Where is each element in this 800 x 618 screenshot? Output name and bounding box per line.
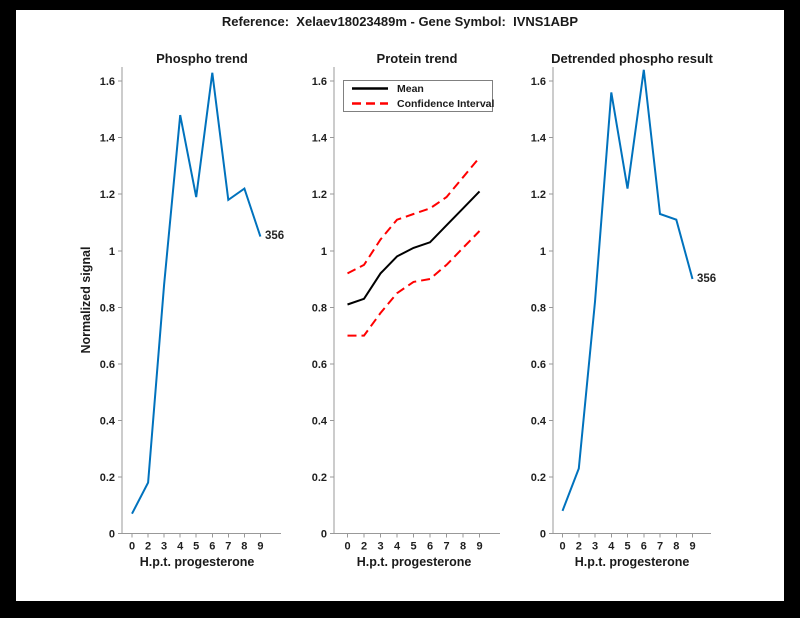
legend-row-confidence-interval: Confidence Interval [344,96,495,111]
subplot1-y-tick-label: 1.4 [100,133,116,145]
subplot2-x-tick-label: 9 [476,541,482,553]
subplot1-x-tick-label: 7 [225,541,231,553]
subplot2-x-tick-label: 3 [377,541,383,553]
subplot1-y-tick-label: 1.2 [100,189,115,201]
legend-label-confidence-interval: Confidence Interval [397,97,495,110]
figure-suptitle: Reference: Xelaev18023489m - Gene Symbol… [221,14,579,29]
subplot2-xlabel: H.p.t. progesterone [356,555,472,569]
subplot3-title: Detrended phospho result [551,51,713,66]
subplot3-x-tick-label: 8 [673,541,679,553]
subplot3-y-tick-label: 0.6 [531,359,546,371]
subplot2-confidence-upper-line [347,156,481,275]
subplot2-x-tick-label: 2 [361,541,367,553]
subplot3-y-tick-label: 1.4 [531,133,547,145]
subplot1-end-value-label: 356 [265,230,285,242]
subplot2-x-tick-label: 7 [443,541,449,553]
subplot2-x-tick-label: 0 [344,541,350,553]
subplot2-y-tick-label: 1 [321,246,327,258]
subplot2-y-tick-label: 1.6 [312,76,327,88]
subplot2-y-tick-label: 0.8 [312,302,327,314]
subplot1-y-tick-label: 0.2 [100,472,115,484]
subplot1-x-tick-label: 0 [129,541,135,553]
subplot1-xlabel: H.p.t. progesterone [139,555,255,569]
subplot1-y-tick-label: 0 [109,529,115,541]
subplot2-y-tick-label: 1.4 [312,133,328,145]
subplot1-x-tick-label: 4 [177,541,184,553]
subplot1-x-tick-label: 5 [193,541,199,553]
subplot3-x-tick-label: 3 [592,541,598,553]
subplot2-x-tick-label: 4 [394,541,401,553]
subplot1-x-tick-label: 8 [241,541,247,553]
subplot3-y-tick-label: 0.2 [531,472,546,484]
subplot3-end-value-label: 356 [697,273,717,285]
subplot2-title: Protein trend [376,51,458,66]
subplot1-y-tick-label: 0.6 [100,359,115,371]
subplot3-xlabel: H.p.t. progesterone [574,555,690,569]
subplot3-y-tick-label: 1.6 [531,76,546,88]
legend-row-mean: Mean [344,81,492,96]
subplot3-x-tick-label: 6 [641,541,647,553]
subplot3-y-tick-label: 0 [540,529,546,541]
legend-label-mean: Mean [397,82,424,95]
subplot1-phospho-signal-line [131,72,262,515]
subplot3-x-tick-label: 2 [576,541,582,553]
subplot3-x-tick-label: 9 [689,541,695,553]
subplot1-x-tick-label: 6 [209,541,215,553]
subplot1-y-tick-label: 1 [109,246,115,258]
subplot3-x-tick-label: 7 [657,541,663,553]
subplot3-y-tick-label: 1 [540,246,546,258]
subplot2-mean-line [347,190,481,306]
subplot1-y-tick-label: 0.4 [100,415,116,427]
mean-line-sample-icon [352,87,388,90]
subplot1-x-tick-label: 2 [145,541,151,553]
subplot3-x-tick-label: 4 [608,541,615,553]
subplot1-y-tick-label: 0.8 [100,302,115,314]
confidence-interval-line-sample-icon [352,102,388,105]
subplot3-x-tick-label: 0 [559,541,565,553]
subplot1-x-tick-label: 3 [161,541,167,553]
subplot3-x-tick-label: 5 [624,541,630,553]
subplot1-x-tick-label: 9 [257,541,263,553]
subplot3-detrended-phospho-signal-line [561,69,694,512]
subplot2-x-tick-label: 6 [427,541,433,553]
subplot2-x-tick-label: 8 [460,541,466,553]
subplot2-y-tick-label: 0.6 [312,359,327,371]
subplot2-x-tick-label: 5 [410,541,416,553]
subplot2-y-tick-label: 1.2 [312,189,327,201]
subplot2-legend: Mean Confidence Interval [343,80,495,112]
subplot3-y-tick-label: 0.8 [531,302,546,314]
subplot3-y-tick-label: 0.4 [531,415,547,427]
subplot3-y-tick-label: 1.2 [531,189,546,201]
subplot2-y-tick-label: 0.2 [312,472,327,484]
subplot2-y-tick-label: 0 [321,529,327,541]
subplot2-y-tick-label: 0.4 [312,415,328,427]
subplot1-title: Phospho trend [156,51,248,66]
subplot2-confidence-lower-line [347,230,481,337]
subplot1-y-tick-label: 1.6 [100,76,115,88]
